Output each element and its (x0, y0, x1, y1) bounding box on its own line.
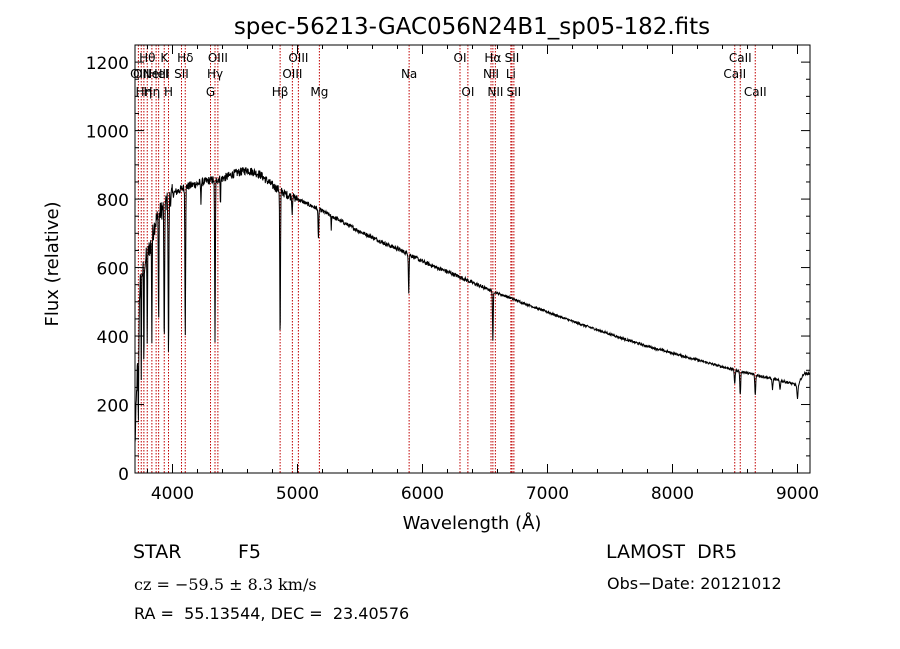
survey-label: LAMOST DR5 (606, 541, 738, 563)
line-marker-label: CaII (723, 67, 746, 81)
line-marker-label: Na (401, 67, 417, 81)
spectrum-line (134, 167, 811, 443)
x-tick-label: 4000 (151, 484, 194, 504)
line-marker-label: OIII (282, 67, 302, 81)
line-marker-label: SII (507, 85, 522, 99)
line-marker-label: Hη (144, 85, 161, 99)
line-marker-label: OII (133, 67, 150, 81)
x-tick-label: 7000 (526, 484, 569, 504)
y-tick-label: 1200 (86, 54, 129, 74)
y-tick-label: 600 (97, 260, 129, 280)
line-marker-label: OI (454, 51, 467, 65)
coordinates-readout: RA = 55.13544, DEC = 23.40576 (134, 604, 410, 623)
object-class: STAR (133, 541, 182, 563)
line-marker-label: OII (130, 67, 147, 81)
line-marker-label: Li (506, 67, 516, 81)
velocity-readout: cz = −59.5 ± 8.3 km/s (134, 575, 317, 594)
line-marker-label: SII (505, 51, 520, 65)
x-tick-label: 5000 (276, 484, 319, 504)
axis-ticks: 4000 5000 6000 7000 8000 9000 0 200 400 600 800 100… (86, 45, 819, 504)
line-marker-label: NII (487, 85, 503, 99)
spectrum-chart: spec-56213-GAC056N24B1_sp05-182.fits OII… (42, 14, 819, 534)
line-marker-label: Hγ (207, 67, 223, 81)
line-marker-label: Hβ (272, 85, 289, 99)
spectral-subclass: F5 (238, 541, 262, 563)
line-marker-label: OI (461, 85, 474, 99)
y-tick-label: 1000 (86, 123, 129, 143)
line-label-layer: OIIOIIHηHθHηNeIIIHeIKHSIIHδGHγOIIIHβOIII… (130, 51, 767, 99)
line-marker-label: OIII (288, 51, 308, 65)
y-axis-label: Flux (relative) (42, 201, 63, 326)
chart-title: spec-56213-GAC056N24B1_sp05-182.fits (234, 14, 710, 40)
x-tick-label: 9000 (776, 484, 819, 504)
line-marker-label: OIII (208, 51, 228, 65)
plot-frame (134, 44, 811, 474)
line-marker-label: Mg (310, 85, 328, 99)
line-marker-label: Hδ (177, 51, 193, 65)
line-marker-label: K (160, 51, 169, 65)
line-marker-label: Hη (136, 85, 153, 99)
line-marker-label: H (164, 85, 173, 99)
line-marker-label: NII (483, 67, 499, 81)
line-marker-label: Hα (484, 51, 501, 65)
line-marker-label: CaII (729, 51, 752, 65)
line-marker-label: NeIII (143, 67, 170, 81)
x-tick-label: 6000 (401, 484, 444, 504)
y-tick-label: 200 (97, 397, 129, 417)
line-marker-label: SII (174, 67, 189, 81)
line-marker-label: HeI (149, 67, 169, 81)
line-marker-label: Hθ (139, 51, 155, 65)
x-axis-label: Wavelength (Å) (403, 512, 542, 534)
observation-date: Obs−Date: 20121012 (607, 574, 782, 593)
x-tick-label: 8000 (651, 484, 694, 504)
line-marker-label: CaII (744, 85, 767, 99)
line-marker-label: G (206, 85, 215, 99)
y-tick-label: 800 (97, 191, 129, 211)
y-tick-label: 0 (118, 465, 129, 485)
y-tick-label: 400 (97, 328, 129, 348)
line-marker-layer (137, 45, 756, 473)
